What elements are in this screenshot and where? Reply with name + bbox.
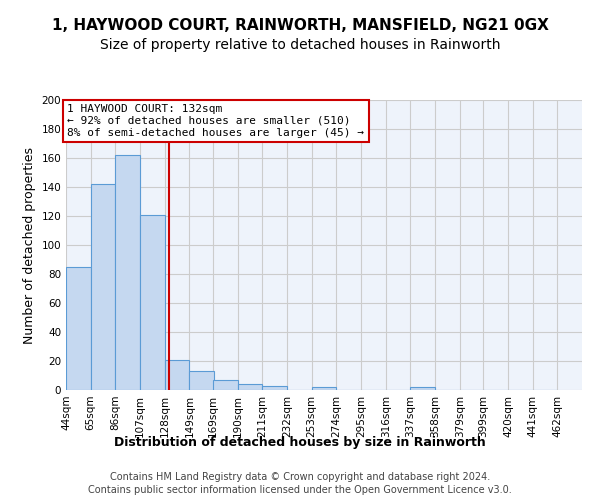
Bar	[190, 371, 214, 390]
Y-axis label: Number of detached properties: Number of detached properties	[23, 146, 36, 344]
Bar	[66, 267, 91, 390]
Text: Distribution of detached houses by size in Rainworth: Distribution of detached houses by size …	[114, 436, 486, 449]
Text: Size of property relative to detached houses in Rainworth: Size of property relative to detached ho…	[100, 38, 500, 52]
Text: Contains public sector information licensed under the Open Government Licence v3: Contains public sector information licen…	[88, 485, 512, 495]
Bar	[165, 360, 190, 390]
Bar	[410, 387, 435, 390]
Bar	[311, 387, 337, 390]
Text: 1 HAYWOOD COURT: 132sqm
← 92% of detached houses are smaller (510)
8% of semi-de: 1 HAYWOOD COURT: 132sqm ← 92% of detache…	[67, 104, 364, 138]
Bar	[140, 214, 165, 390]
Text: 1, HAYWOOD COURT, RAINWORTH, MANSFIELD, NG21 0GX: 1, HAYWOOD COURT, RAINWORTH, MANSFIELD, …	[52, 18, 548, 32]
Bar	[238, 384, 262, 390]
Text: Contains HM Land Registry data © Crown copyright and database right 2024.: Contains HM Land Registry data © Crown c…	[110, 472, 490, 482]
Bar	[91, 184, 115, 390]
Bar	[213, 380, 238, 390]
Bar	[262, 386, 287, 390]
Bar	[115, 155, 140, 390]
